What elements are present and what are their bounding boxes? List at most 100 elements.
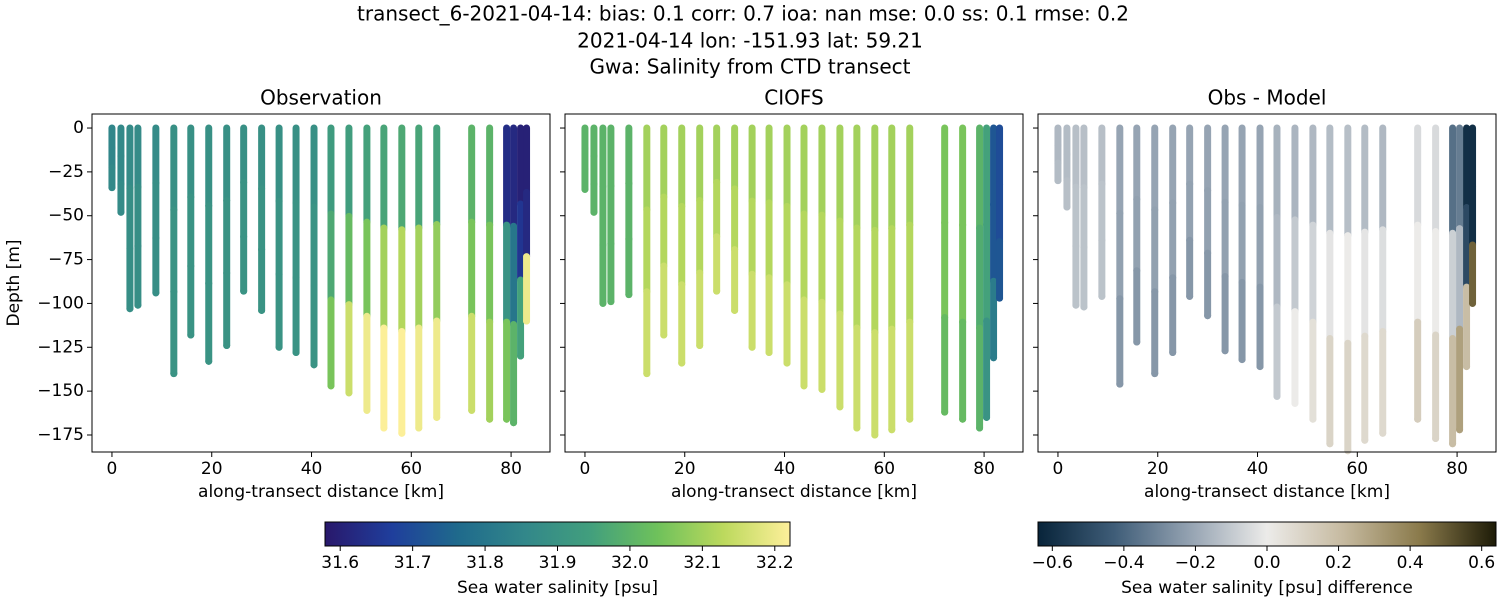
- colorbar: [324, 521, 791, 547]
- cast-bottom: [996, 294, 1004, 302]
- cast-bottom: [660, 331, 668, 339]
- cast-bottom: [380, 424, 388, 432]
- cast-bottom: [117, 208, 125, 216]
- cast-bottom: [836, 403, 844, 411]
- cast-bottom: [523, 317, 531, 325]
- colorbar-tick-label: 0.2: [1325, 553, 1352, 573]
- colorbar: [1037, 521, 1497, 547]
- y-tick-label: −75: [48, 250, 84, 270]
- cast-bottom: [1326, 440, 1334, 448]
- suptitle: transect_6-2021-04-14: bias: 0.1 corr: 0…: [357, 2, 1129, 26]
- colorbar-tick-label: 31.9: [539, 553, 577, 573]
- panel-title: CIOFS: [764, 86, 823, 110]
- cast-bottom: [748, 343, 756, 351]
- cast-bottom: [871, 431, 879, 439]
- cast-bottom: [1463, 363, 1471, 371]
- cast-bottom: [1054, 177, 1062, 185]
- cast-bottom: [678, 359, 686, 367]
- colorbar-tick-label: 31.7: [394, 553, 432, 573]
- y-axis-label: Depth [m]: [4, 239, 24, 326]
- x-tick-label: 80: [500, 459, 522, 479]
- colorbar-tick-label: 31.6: [321, 553, 359, 573]
- y-tick-label: −50: [48, 206, 84, 226]
- colorbar-tick-label: −0.2: [1175, 553, 1216, 573]
- cast-bottom: [731, 306, 739, 314]
- cast-bottom: [205, 357, 213, 365]
- cast-bottom: [240, 287, 248, 295]
- colorbar-tick-label: 32.0: [611, 553, 649, 573]
- cast-bottom: [223, 342, 231, 350]
- axes-frame: [1037, 113, 1497, 453]
- cast-bottom: [1309, 415, 1317, 423]
- cast-bottom: [1469, 299, 1477, 307]
- cast-bottom: [433, 413, 441, 421]
- cast-bottom: [108, 184, 116, 192]
- cast-bottom: [888, 426, 896, 434]
- cast-bottom: [152, 289, 160, 297]
- x-axis-label: along-transect distance [km]: [198, 482, 444, 502]
- cast-bottom: [713, 287, 721, 295]
- cast-bottom: [275, 343, 283, 351]
- colorbar-tick-label: −0.6: [1032, 553, 1073, 573]
- cast-bottom: [258, 306, 266, 314]
- x-tick-label: 20: [201, 459, 223, 479]
- cast-bottom: [1063, 203, 1071, 211]
- cast-bottom: [765, 349, 773, 357]
- suptitle: Gwa: Salinity from CTD transect: [590, 55, 911, 79]
- cast-bottom: [292, 349, 300, 357]
- cast-bottom: [1432, 434, 1440, 442]
- colorbar-tick-label: 0.0: [1253, 553, 1280, 573]
- colorbar-tick-label: 32.1: [683, 553, 721, 573]
- x-tick-label: 0: [107, 459, 118, 479]
- colorbar-tick-label: 0.4: [1397, 553, 1424, 573]
- cast-bottom: [581, 185, 589, 193]
- y-tick-label: −175: [37, 425, 84, 445]
- panel-title: Observation: [260, 86, 382, 110]
- cast-bottom: [983, 413, 991, 421]
- cast-bottom: [1151, 370, 1159, 378]
- cast-bottom: [1238, 356, 1246, 364]
- cast-bottom: [959, 415, 967, 423]
- cast-bottom: [643, 370, 651, 378]
- cast-bottom: [1456, 426, 1464, 434]
- y-tick-label: −125: [37, 337, 84, 357]
- cast-bottom: [1256, 363, 1264, 371]
- cast-bottom: [818, 385, 826, 393]
- cast-bottom: [800, 382, 808, 390]
- cast-bottom: [1098, 292, 1106, 300]
- cast-bottom: [468, 406, 476, 414]
- cast-bottom: [625, 291, 633, 299]
- cast-bottom: [1273, 392, 1281, 400]
- cast-bottom: [976, 424, 984, 432]
- cast-bottom: [510, 419, 518, 427]
- x-tick-label: 80: [973, 459, 995, 479]
- cast-bottom: [170, 370, 178, 378]
- cast-bottom: [486, 415, 494, 423]
- cast-bottom: [1072, 301, 1080, 309]
- cast-bottom: [990, 354, 998, 362]
- cast-bottom: [1361, 436, 1369, 444]
- cast-bottom: [415, 424, 423, 432]
- y-tick-label: −100: [37, 293, 84, 313]
- panel-title: Obs - Model: [1208, 86, 1327, 110]
- x-tick-label: 60: [873, 459, 895, 479]
- cast-bottom: [310, 361, 318, 369]
- cast-bottom: [783, 359, 791, 367]
- x-tick-label: 0: [1053, 459, 1064, 479]
- cast-bottom: [696, 342, 704, 350]
- axes-frame: [91, 113, 551, 453]
- x-tick-label: 20: [1147, 459, 1169, 479]
- x-tick-label: 60: [1346, 459, 1368, 479]
- cast-bottom: [906, 415, 914, 423]
- x-tick-label: 40: [1247, 459, 1269, 479]
- cast-bottom: [1080, 303, 1088, 311]
- cast-bottom: [1379, 429, 1387, 437]
- cast-bottom: [1344, 447, 1352, 455]
- y-tick-label: −25: [48, 162, 84, 182]
- x-tick-label: 20: [674, 459, 696, 479]
- x-tick-label: 40: [301, 459, 323, 479]
- cast-bottom: [187, 331, 195, 339]
- colorbar-label: Sea water salinity [psu] difference: [1121, 578, 1413, 598]
- cast-bottom: [607, 298, 615, 306]
